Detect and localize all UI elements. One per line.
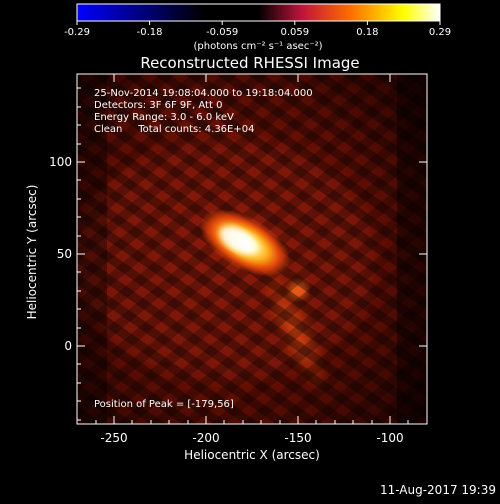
- footer-timestamp: 11-Aug-2017 19:39: [380, 483, 496, 497]
- info-line: Detectors: 3F 6F 9F, Att 0: [94, 100, 222, 111]
- y-tick-label: 50: [57, 247, 72, 261]
- colorbar-tick: -0.059: [206, 27, 238, 38]
- colorbar: -0.29 -0.18 -0.059 0.059 0.18 0.29 (phot…: [64, 3, 451, 52]
- y-tick-label: 100: [49, 155, 72, 169]
- info-block: 25-Nov-2014 19:08:04.000 to 19:18:04.000…: [94, 88, 313, 135]
- colorbar-gradient: [76, 3, 441, 22]
- colorbar-tick: -0.18: [137, 27, 163, 38]
- colorbar-tick: 0.29: [429, 27, 451, 38]
- x-axis-ticks: [95, 74, 409, 424]
- y-axis-ticks: [77, 87, 427, 421]
- y-tick-label: 0: [64, 339, 72, 353]
- peak-position-label: Position of Peak = [-179,56]: [94, 399, 234, 410]
- info-line: 25-Nov-2014 19:08:04.000 to 19:18:04.000: [94, 88, 313, 99]
- x-tick-label: -100: [376, 431, 403, 445]
- colorbar-unit-label: (photons cm⁻² s⁻¹ asec⁻²): [193, 41, 322, 52]
- colorbar-tick: -0.29: [64, 27, 90, 38]
- info-line: Energy Range: 3.0 - 6.0 keV: [94, 112, 234, 123]
- colorbar-tick: 0.18: [356, 27, 378, 38]
- x-tick-label: -200: [192, 431, 219, 445]
- info-line: Clean Total counts: 4.36E+04: [94, 124, 254, 135]
- colorbar-tick: 0.059: [280, 27, 309, 38]
- x-axis-label: Heliocentric X (arcsec): [184, 448, 320, 462]
- y-axis-label: Heliocentric Y (arcsec): [25, 185, 39, 320]
- plot-frame: [76, 73, 428, 425]
- rhessi-image: [77, 74, 427, 424]
- plot-title: Reconstructed RHESSI Image: [140, 54, 359, 72]
- x-tick-label: -250: [100, 431, 127, 445]
- x-tick-label: -150: [284, 431, 311, 445]
